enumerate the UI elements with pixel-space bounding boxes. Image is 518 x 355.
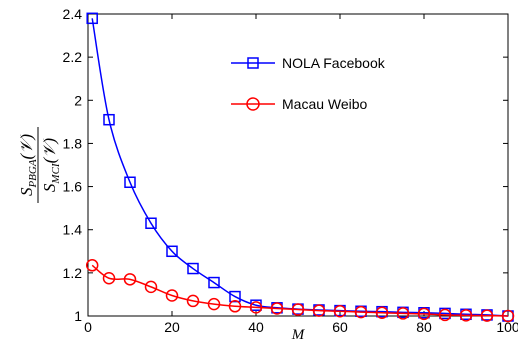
x-tick-label: 100 [496,319,518,335]
data-point-macau [123,273,137,286]
data-point-nola [86,12,98,25]
data-point-macau [501,309,515,323]
y-label-numerator: SPBGA(𝒱) [17,134,39,196]
data-point-nola [208,276,220,289]
legend-label-nola: NOLA Facebook [282,55,386,71]
series-layer [85,12,515,323]
y-tick-label: 1.8 [63,135,83,151]
y-tick-label: 1.4 [63,222,83,238]
data-point-nola [166,245,178,258]
x-tick-label: 40 [248,319,264,335]
data-point-macau [333,305,347,318]
data-point-macau [354,305,368,319]
x-tick-label: 80 [416,319,432,335]
x-tick-label: 20 [164,319,180,335]
data-point-nola [145,217,157,229]
data-point-nola [103,113,115,126]
data-point-macau [144,280,158,294]
y-axis-label: SPBGA(𝒱) SMCI(𝒱) [17,127,62,203]
y-tick-label: 2 [74,92,82,108]
data-point-macau [249,301,263,314]
data-point-macau [270,302,284,315]
data-point-macau [459,309,473,322]
data-point-macau [375,306,389,320]
legend-label-macau: Macau Weibo [282,96,368,112]
legend-marker-macau [246,97,260,111]
x-tick-label: 0 [84,319,92,335]
y-tick-label: 2.2 [63,49,83,65]
data-point-macau [438,308,452,322]
data-point-nola [187,262,199,275]
data-point-nola [229,290,241,303]
data-point-macau [186,294,200,308]
y-tick-label: 2.4 [63,6,83,22]
x-axis-label: M [291,327,306,343]
data-point-macau [312,304,326,317]
data-point-macau [291,303,305,316]
data-point-macau [417,307,431,321]
y-tick-label: 1.2 [63,265,83,281]
data-point-macau [396,307,410,320]
y-tick-label: 1.6 [63,179,83,195]
plot-area [87,13,509,317]
data-point-macau [228,300,242,313]
data-point-macau [102,272,116,285]
data-point-macau [480,309,494,322]
data-point-nola [124,176,136,189]
plot-frame [87,13,509,317]
y-tick-label: 1 [74,308,82,324]
data-point-macau [165,289,179,302]
x-tick-label: 60 [332,319,348,335]
legend: NOLA Facebook Macau Weibo [231,55,386,112]
legend-marker-nola [247,57,259,69]
data-point-macau [85,259,99,272]
data-point-macau [207,297,221,311]
axis-ticks: 0 20 40 60 80 100 1 1.2 1.4 1.6 1.8 2 2.2 2.4 [63,6,518,335]
y-label-denominator: SMCI(𝒱) [40,138,62,192]
